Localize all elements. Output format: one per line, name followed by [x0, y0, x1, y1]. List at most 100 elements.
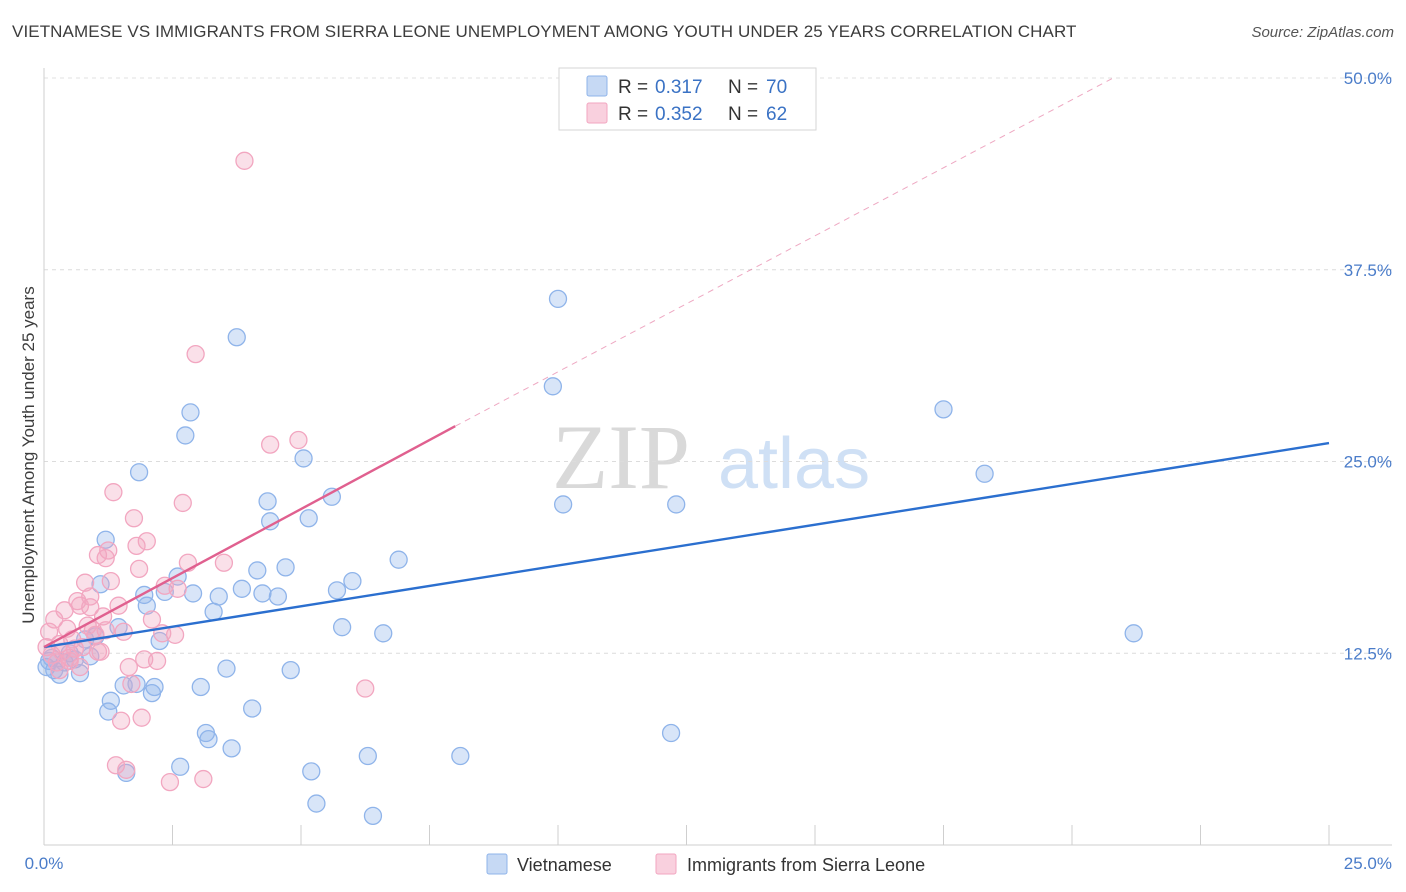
- chart-title: VIETNAMESE VS IMMIGRANTS FROM SIERRA LEO…: [12, 22, 1077, 41]
- point-0-48: [294, 449, 313, 468]
- point-0-59: [389, 550, 408, 569]
- point-1-44: [160, 772, 180, 792]
- point-1-41: [147, 651, 167, 671]
- point-0-57: [363, 806, 383, 826]
- point-1-51: [214, 553, 234, 572]
- trend-line-0: [43, 441, 1330, 649]
- point-0-39: [232, 579, 252, 598]
- point-1-50: [194, 769, 213, 789]
- point-0-62: [548, 289, 568, 309]
- point-0-18: [127, 674, 146, 694]
- trend-extension-1: [454, 77, 1114, 427]
- point-1-45: [165, 625, 185, 644]
- point-0-60: [451, 746, 470, 766]
- point-1-40: [142, 610, 162, 629]
- point-0-28: [181, 403, 200, 422]
- axes: [43, 68, 1392, 846]
- point-1-24: [99, 541, 118, 560]
- legend-swatch-sierra-leone: [586, 102, 608, 124]
- point-1-39: [137, 532, 156, 551]
- series-legend: Vietnamese Immigrants from Sierra Leone: [486, 853, 925, 875]
- vietnamese-points: [37, 289, 1143, 826]
- sierra-leone-points: [37, 151, 375, 792]
- point-0-63: [553, 495, 573, 514]
- bottom-legend-vietnamese: Vietnamese: [517, 855, 612, 875]
- x-tick-label-0: 0.0%: [25, 854, 64, 873]
- point-1-35: [127, 536, 146, 556]
- point-1-29: [111, 711, 131, 730]
- legend-n-label-2: N =: [728, 104, 758, 125]
- point-0-64: [661, 723, 681, 743]
- point-0-29: [171, 757, 190, 776]
- point-1-37: [132, 708, 151, 727]
- point-1-52: [235, 151, 254, 170]
- point-0-43: [258, 492, 277, 511]
- chart-source: Source: ZipAtlas.com: [1251, 24, 1394, 41]
- point-0-42: [253, 584, 272, 603]
- point-0-27: [176, 426, 195, 445]
- legend-n-value-1: 70: [766, 77, 787, 98]
- point-0-67: [975, 464, 994, 483]
- point-0-35: [209, 587, 228, 606]
- point-0-33: [199, 730, 218, 749]
- point-0-36: [217, 659, 236, 678]
- point-1-46: [168, 579, 187, 598]
- point-0-37: [222, 739, 241, 758]
- point-0-40: [243, 699, 262, 718]
- point-0-56: [358, 746, 377, 766]
- point-0-30: [183, 584, 203, 603]
- point-0-68: [1124, 624, 1143, 643]
- point-1-28: [109, 596, 128, 615]
- point-1-15: [75, 573, 95, 592]
- point-1-26: [104, 483, 123, 502]
- point-0-54: [332, 618, 352, 637]
- legend-r-label-2: R =: [618, 104, 648, 125]
- point-0-58: [374, 624, 393, 643]
- trend-line-1: [43, 425, 456, 649]
- legend-r-value-2: 0.352: [655, 104, 703, 125]
- point-1-34: [124, 509, 144, 528]
- y-axis-label: Unemployment Among Youth under 25 years: [19, 286, 38, 623]
- point-1-25: [101, 572, 120, 591]
- trend-lines: [43, 77, 1330, 649]
- legend-n-label-1: N =: [728, 77, 758, 98]
- point-1-3: [45, 610, 64, 629]
- point-0-50: [302, 762, 321, 781]
- point-1-49: [186, 344, 205, 364]
- point-0-53: [327, 581, 347, 600]
- point-1-36: [129, 559, 149, 579]
- watermark-atlas: atlas: [718, 424, 870, 504]
- point-0-34: [204, 602, 223, 621]
- point-0-41: [248, 561, 267, 580]
- point-0-55: [343, 572, 362, 591]
- point-0-47: [281, 660, 300, 680]
- point-1-13: [70, 657, 90, 677]
- point-1-61: [50, 660, 69, 680]
- point-1-31: [117, 760, 136, 779]
- point-0-46: [276, 558, 295, 577]
- y-tick-label-2: 37.5%: [1344, 261, 1392, 280]
- point-1-33: [122, 674, 141, 694]
- y-tick-label-1: 25.0%: [1344, 453, 1392, 472]
- legend-r-label-1: R =: [618, 77, 648, 98]
- x-tick-label-1: 25.0%: [1344, 854, 1392, 873]
- point-0-21: [137, 596, 156, 615]
- correlation-legend: R = 0.317 N = 70 R = 0.352 N = 62: [558, 67, 817, 131]
- y-tick-label-0: 12.5%: [1344, 644, 1392, 663]
- point-1-60: [96, 621, 115, 640]
- legend-swatch-vietnamese: [586, 75, 608, 97]
- point-0-7: [70, 664, 90, 683]
- point-0-14: [101, 691, 120, 710]
- bottom-legend-swatch-sierra-leone: [655, 853, 677, 875]
- y-tick-label-3: 50.0%: [1344, 69, 1392, 88]
- tick-labels: 12.5% 25.0% 37.5% 50.0% 0.0% 25.0%: [25, 69, 1392, 873]
- point-1-58: [81, 587, 100, 606]
- point-0-61: [543, 377, 563, 396]
- point-0-31: [191, 677, 210, 697]
- point-0-45: [268, 587, 288, 606]
- point-1-53: [261, 435, 280, 454]
- point-1-47: [173, 493, 192, 513]
- watermark-zip: ZIP: [552, 406, 690, 508]
- bottom-legend-swatch-vietnamese: [486, 853, 508, 875]
